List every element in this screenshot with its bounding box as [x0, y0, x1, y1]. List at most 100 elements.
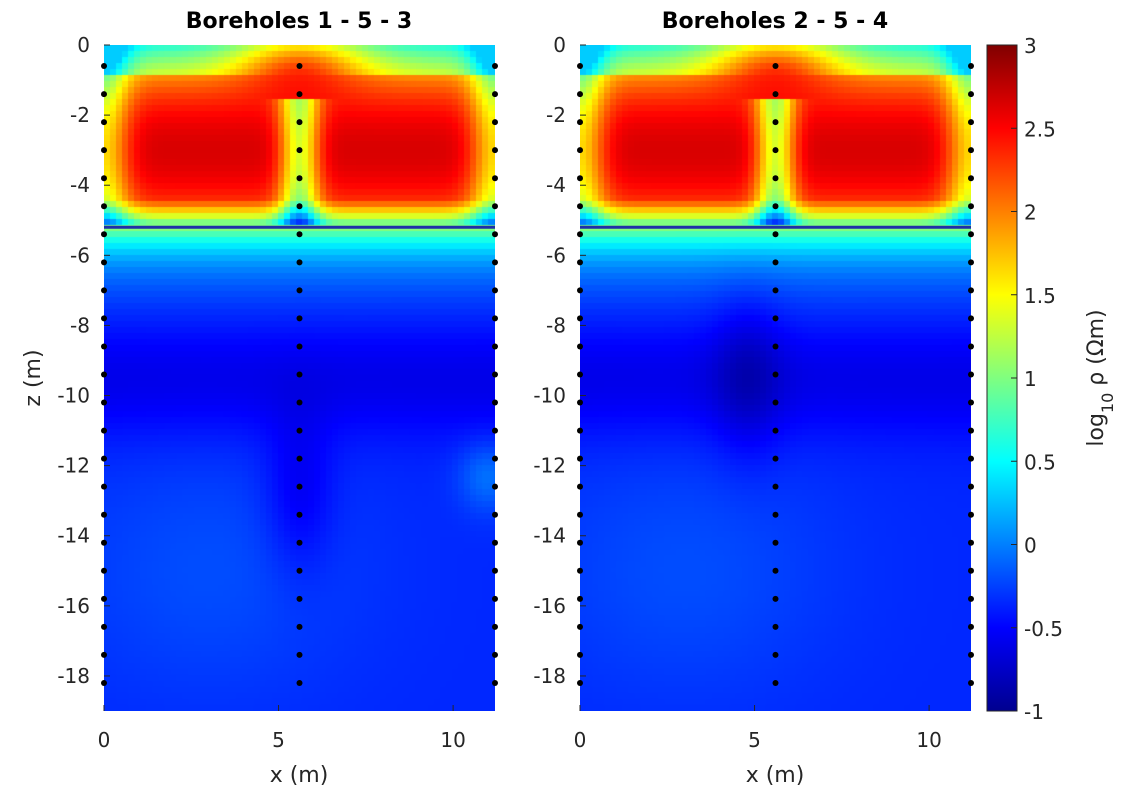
electrode-marker: [101, 203, 107, 210]
electrode-marker: [101, 119, 107, 126]
electrode-marker: [296, 679, 303, 686]
electrode-marker: [101, 287, 107, 294]
electrode-marker: [968, 147, 974, 154]
electrode-marker: [296, 371, 303, 378]
y-tick-label: -8: [70, 313, 90, 337]
x-tick-label: 5: [272, 728, 285, 752]
electrode-marker: [101, 679, 107, 686]
panel-1-plot-area: [104, 45, 495, 711]
electrode-marker: [968, 91, 974, 98]
electrode-marker: [492, 63, 498, 70]
electrode-marker: [968, 119, 974, 126]
electrode-marker: [296, 623, 303, 630]
electrode-marker: [101, 147, 107, 154]
electrode-marker: [968, 203, 974, 210]
electrode-marker: [772, 287, 779, 294]
electrode-marker: [577, 623, 583, 630]
y-tick-label: -10: [533, 384, 566, 408]
electrode-marker: [296, 511, 303, 518]
electrode-marker: [968, 511, 974, 518]
electrode-marker: [296, 259, 303, 266]
electrode-marker: [772, 231, 779, 238]
electrode-marker: [968, 259, 974, 266]
electrode-marker: [101, 399, 107, 406]
electrode-marker: [296, 63, 303, 70]
electrode-marker: [492, 651, 498, 658]
panel-2-plot-area: [580, 45, 971, 711]
electrode-marker: [296, 399, 303, 406]
electrode-marker: [101, 63, 107, 70]
y-tick-label: -12: [533, 454, 566, 478]
colorbar-tick-label: 0: [1024, 534, 1037, 558]
x-tick-label: 0: [98, 728, 111, 752]
electrode-marker: [101, 623, 107, 630]
panel-1-axes: 0 -2 -4 -6 -8 -10 -12 -14 -16 -18 0 5 10: [57, 33, 498, 752]
electrode-marker: [492, 455, 498, 462]
y-tick-label: -14: [533, 524, 566, 548]
electrode-marker: [101, 511, 107, 518]
electrode-marker: [772, 511, 779, 518]
electrode-marker: [101, 231, 107, 238]
electrode-marker: [577, 203, 583, 210]
y-tick-label: -6: [70, 243, 90, 267]
electrode-marker: [101, 483, 107, 490]
electrode-marker: [577, 511, 583, 518]
colorbar-ticks: 3 2.5 2 1.5 1 0.5 0 -0.5 -1: [1011, 34, 1063, 724]
electrode-marker: [577, 483, 583, 490]
electrode-marker: [492, 539, 498, 546]
electrode-marker: [296, 343, 303, 350]
panel-2-axes: 0 -2 -4 -6 -8 -10 -12 -14 -16 -18 0 5 10: [533, 33, 974, 752]
electrode-marker: [296, 119, 303, 126]
electrode-marker: [772, 315, 779, 322]
electrode-marker: [577, 287, 583, 294]
electrode-marker: [772, 651, 779, 658]
electrode-marker: [968, 483, 974, 490]
panel-1-title: Boreholes 1 - 5 - 3: [186, 9, 412, 34]
electrode-marker: [492, 567, 498, 574]
electrode-marker: [296, 567, 303, 574]
y-tick-label: -4: [70, 173, 90, 197]
electrode-marker: [577, 427, 583, 434]
electrode-marker: [968, 595, 974, 602]
electrode-marker: [772, 567, 779, 574]
colorbar-tick-label: -1: [1024, 700, 1044, 724]
y-tick-label: -10: [57, 384, 90, 408]
electrode-marker: [492, 259, 498, 266]
electrode-marker: [296, 231, 303, 238]
x-tick-label: 10: [916, 728, 941, 752]
electrode-marker: [492, 231, 498, 238]
electrode-marker: [968, 567, 974, 574]
electrode-marker: [492, 315, 498, 322]
electrode-marker: [101, 427, 107, 434]
electrode-marker: [492, 91, 498, 98]
colorbar-tick-label: 3: [1024, 34, 1037, 58]
electrode-marker: [492, 427, 498, 434]
electrode-marker: [577, 651, 583, 658]
electrode-marker: [101, 91, 107, 98]
electrode-marker: [968, 455, 974, 462]
electrode-marker: [101, 595, 107, 602]
electrode-marker: [492, 119, 498, 126]
electrode-marker: [577, 119, 583, 126]
y-tick-label: -16: [57, 594, 90, 618]
electrode-marker: [101, 651, 107, 658]
electrode-marker: [296, 483, 303, 490]
electrode-marker: [101, 371, 107, 378]
electrode-marker: [296, 427, 303, 434]
electrode-marker: [577, 399, 583, 406]
electrode-marker: [968, 623, 974, 630]
electrode-marker: [577, 371, 583, 378]
electrode-marker: [492, 483, 498, 490]
electrode-marker: [772, 259, 779, 266]
electrode-marker: [101, 455, 107, 462]
electrode-marker: [492, 679, 498, 686]
electrode-marker: [577, 595, 583, 602]
electrode-marker: [492, 175, 498, 182]
electrode-marker: [968, 539, 974, 546]
y-tick-label: -12: [57, 454, 90, 478]
electrode-marker: [577, 175, 583, 182]
electrode-marker: [101, 343, 107, 350]
electrode-marker: [577, 91, 583, 98]
electrode-marker: [772, 455, 779, 462]
colorbar-tick-label: 1.5: [1024, 284, 1056, 308]
